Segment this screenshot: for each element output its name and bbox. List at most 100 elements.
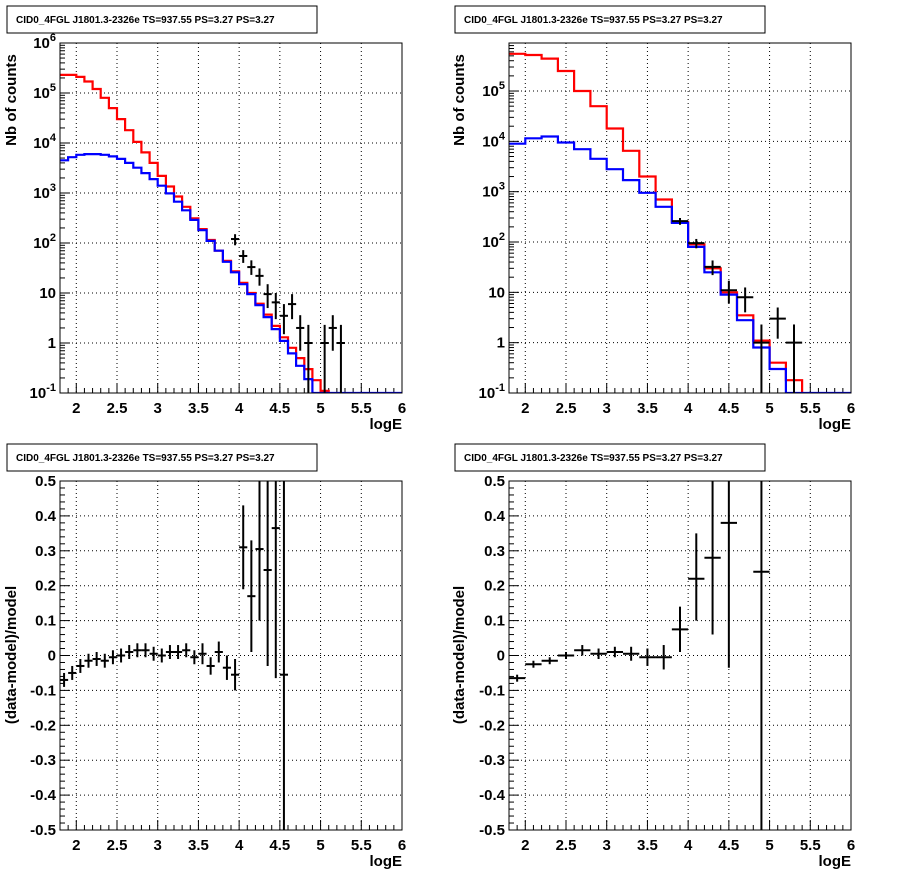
- data-point: [557, 652, 575, 659]
- x-tick-label: 5.5: [351, 400, 372, 417]
- data-point: [141, 643, 150, 658]
- data-point: [296, 315, 305, 351]
- y-tick-label: 1: [48, 335, 56, 352]
- x-tick-label: 6: [847, 400, 855, 417]
- y-tick-label: 0.2: [35, 578, 56, 595]
- series-group: [60, 73, 402, 393]
- data-point: [737, 287, 754, 313]
- data-point: [541, 657, 558, 665]
- chart-panel-1: 2 2.5 3 3.5 4 4.5 5 5.5 6 10-1 1 10 102 103 104 105 106 l…: [3, 5, 406, 433]
- y-tick-label: 103: [482, 181, 505, 201]
- data-point: [769, 307, 786, 339]
- x-tick-label: 3.5: [188, 400, 209, 417]
- data-point: [84, 653, 93, 668]
- data-point: [108, 650, 117, 665]
- data-point: [671, 606, 689, 653]
- grid: [60, 481, 402, 830]
- data-point: [623, 646, 640, 661]
- x-tick-label: 4: [235, 837, 244, 854]
- data-point: [214, 641, 223, 663]
- y-tick-label: 10: [39, 285, 56, 302]
- x-tick-label: 3.5: [188, 837, 209, 854]
- data-point: [117, 648, 126, 663]
- data-point: [336, 324, 345, 393]
- data-point: [100, 653, 109, 668]
- data-point: [704, 481, 721, 635]
- data-point: [279, 304, 288, 335]
- y-tick-label: -0.1: [30, 682, 56, 699]
- x-tick-label: 4: [235, 400, 244, 417]
- series-1-line: [60, 73, 330, 393]
- data-point: [125, 645, 134, 659]
- data-point: [304, 324, 313, 393]
- series-group: [60, 481, 288, 830]
- x-tick-label: 3: [154, 400, 162, 417]
- y-tick-label: 10: [488, 284, 505, 301]
- y-tick-label: 104: [482, 130, 506, 150]
- x-tick-label: 2: [72, 837, 80, 854]
- chart-title: CID0_4FGL J1801.3-2326e TS=937.55 PS=3.2…: [464, 453, 723, 464]
- x-axis-title: logE: [819, 853, 852, 870]
- x-tick-label: 4.5: [269, 400, 290, 417]
- chart-panel-4: 2 2.5 3 3.5 4 4.5 5 5.5 6 -0.5 -0.4 -0.3 -0.2 -0.1 0 0.…: [451, 443, 855, 870]
- data-point: [704, 260, 721, 276]
- data-point: [92, 652, 101, 666]
- y-tick-label: 102: [482, 231, 505, 251]
- title-box: [454, 5, 766, 34]
- data-point: [655, 645, 672, 670]
- data-point: [574, 645, 591, 656]
- plot-frame: [59, 42, 403, 394]
- y-tick-label: 0: [48, 648, 56, 665]
- y-tick-label: 0.1: [35, 613, 56, 630]
- y-axis-title: Nb of counts: [3, 54, 20, 146]
- data-point: [271, 293, 280, 320]
- y-axis-title: (data-model)/model: [451, 586, 468, 724]
- x-tick-label: 6: [847, 837, 855, 854]
- data-point: [149, 646, 158, 661]
- y-tick-label: 0.2: [484, 578, 505, 595]
- x-tick-label: 5: [316, 837, 324, 854]
- data-point: [271, 481, 280, 679]
- x-axis-title: logE: [370, 853, 403, 870]
- y-tick-label: 10-1: [30, 382, 56, 402]
- title-box: [6, 5, 318, 34]
- series-group: [509, 481, 770, 830]
- y-tick-label: 104: [33, 132, 57, 152]
- data-point: [255, 268, 264, 286]
- x-tick-label: 4.5: [718, 837, 739, 854]
- data-point: [590, 648, 607, 659]
- data-point: [174, 645, 183, 659]
- x-tick-label: 4.5: [269, 837, 290, 854]
- title-box: [454, 443, 766, 472]
- data-point: [688, 533, 705, 621]
- data-point: [639, 648, 656, 666]
- x-tick-label: 2.5: [107, 400, 128, 417]
- y-tick-label: 0.5: [484, 473, 505, 490]
- x-tick-label: 4: [684, 400, 693, 417]
- x-tick-label: 3.5: [637, 837, 658, 854]
- x-tick-label: 5.5: [800, 400, 821, 417]
- data-point: [263, 481, 272, 666]
- data-point: [255, 481, 264, 621]
- y-tick-label: -0.2: [479, 717, 505, 734]
- chart-title: CID0_4FGL J1801.3-2326e TS=937.55 PS=3.2…: [464, 15, 723, 26]
- y-axis-title: (data-model)/model: [3, 586, 20, 724]
- grid: [509, 481, 851, 830]
- y-tick-label: 105: [33, 82, 56, 102]
- chart-title: CID0_4FGL J1801.3-2326e TS=937.55 PS=3.2…: [16, 453, 275, 464]
- y-tick-label: -0.5: [479, 822, 505, 839]
- data-point: [328, 315, 337, 351]
- axis-ticks: [59, 42, 403, 394]
- data-point: [157, 648, 166, 663]
- series-1-line: [509, 52, 804, 393]
- data-point: [688, 238, 705, 249]
- x-tick-label: 4.5: [718, 400, 739, 417]
- title-box: [6, 443, 318, 472]
- y-axis-title: Nb of counts: [451, 54, 468, 146]
- data-point: [76, 658, 85, 673]
- data-point: [263, 284, 272, 309]
- data-point: [231, 658, 240, 691]
- data-point: [753, 324, 770, 393]
- x-tick-label: 2: [521, 837, 529, 854]
- y-tick-label: 0.1: [484, 613, 505, 630]
